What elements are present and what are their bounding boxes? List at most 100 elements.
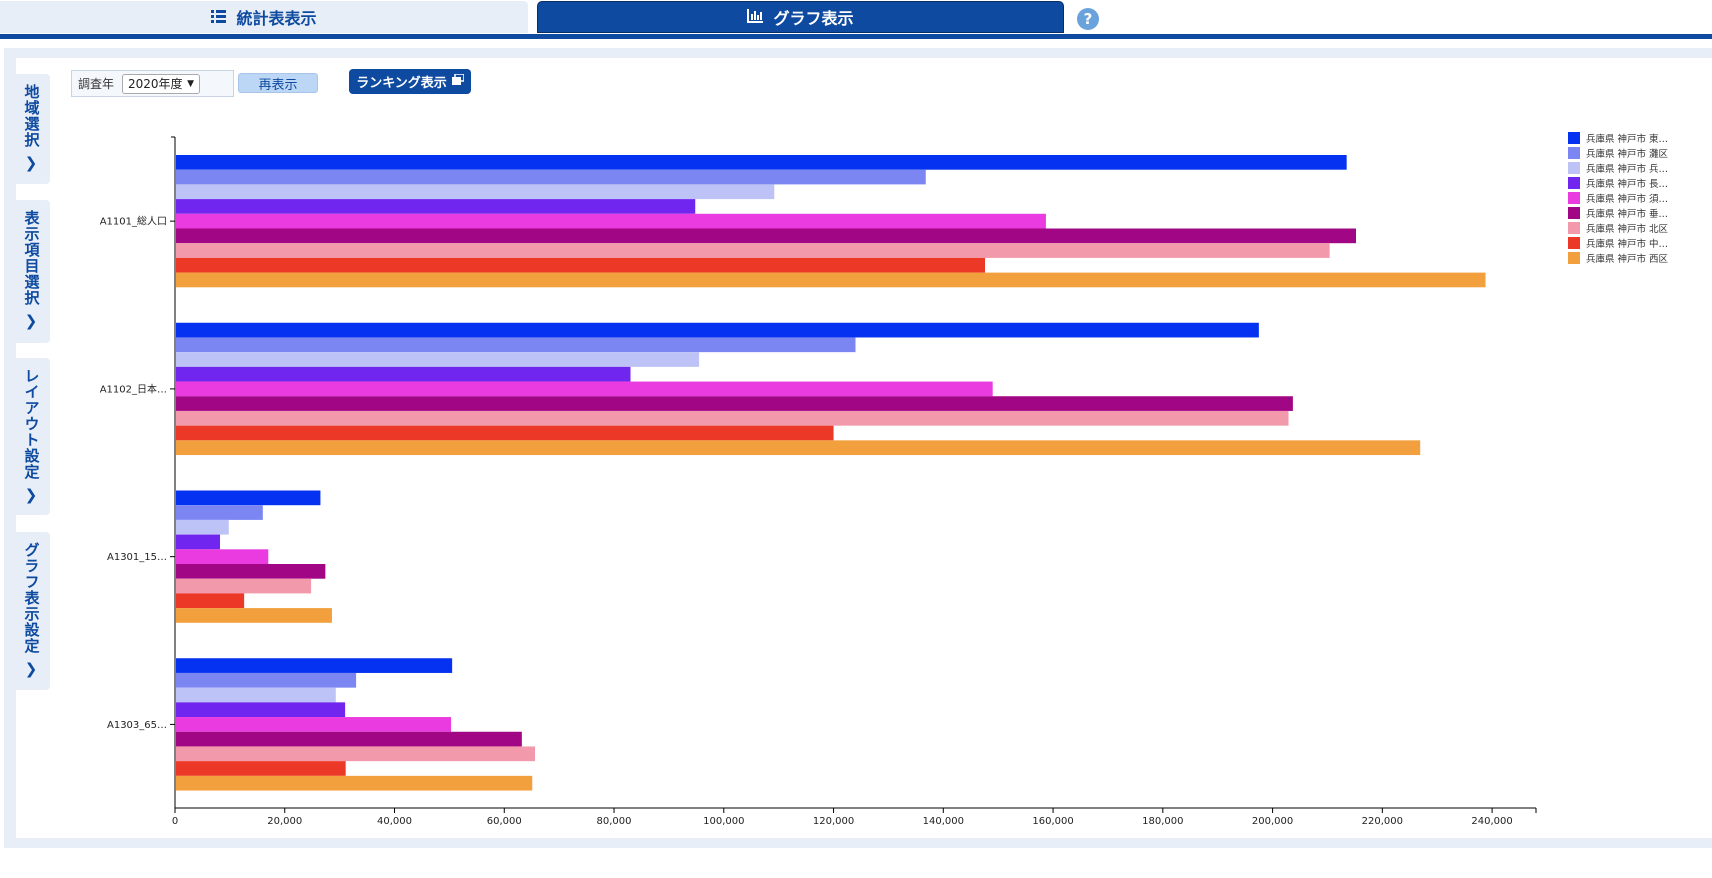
bar xyxy=(176,519,229,535)
legend-swatch xyxy=(1568,132,1580,144)
side-tab-graph-settings-label: グラフ表示設定 xyxy=(22,542,41,654)
x-tick-label: 0 xyxy=(172,816,178,827)
legend-label: 兵庫県 神戸市 須… xyxy=(1586,193,1668,205)
survey-year-select[interactable]: 2020年度 ▼ xyxy=(122,73,201,94)
x-tick-label: 180,000 xyxy=(1142,816,1183,827)
bar xyxy=(176,381,993,397)
chevron-right-icon: ❯ xyxy=(24,312,38,330)
bar xyxy=(176,410,1289,426)
survey-year-label: 調査年 xyxy=(78,77,115,91)
chevron-down-icon: ▼ xyxy=(187,78,195,89)
ranking-button[interactable]: ランキング表示 xyxy=(349,69,471,94)
bar-chart-icon xyxy=(747,8,764,27)
side-tab-graph-settings[interactable]: グラフ表示設定 ❯ xyxy=(12,532,50,690)
bar xyxy=(176,687,336,703)
category-label: A1102_日本… xyxy=(100,382,167,395)
bar xyxy=(176,746,536,762)
x-tick-label: 60,000 xyxy=(487,816,522,827)
bar xyxy=(176,717,452,732)
bar xyxy=(176,322,1259,338)
bar xyxy=(176,534,221,550)
legend-swatch xyxy=(1568,252,1580,264)
bar xyxy=(176,608,332,623)
x-tick-label: 220,000 xyxy=(1362,816,1403,827)
category-label: A1301_15… xyxy=(107,552,167,563)
legend-swatch xyxy=(1568,177,1580,189)
legend-swatch xyxy=(1568,162,1580,174)
side-tab-region-select-label: 地域選択 xyxy=(22,84,41,148)
tab-graph-label: グラフ表示 xyxy=(773,9,854,28)
chevron-right-icon: ❯ xyxy=(24,154,38,172)
tab-statistics-table[interactable]: 統計表表示 xyxy=(0,1,528,33)
legend-label: 兵庫県 神戸市 兵… xyxy=(1586,163,1668,175)
side-tab-item-select[interactable]: 表示項目選択 ❯ xyxy=(12,200,50,343)
bar xyxy=(176,396,1293,411)
x-tick-label: 160,000 xyxy=(1032,816,1073,827)
legend-label: 兵庫県 神戸市 長… xyxy=(1586,178,1668,190)
bar xyxy=(176,775,533,791)
bar xyxy=(176,272,1486,288)
bar xyxy=(176,549,269,564)
side-tab-layout-settings[interactable]: レイアウト設定 ❯ xyxy=(12,358,50,515)
tab-graph[interactable]: グラフ表示 xyxy=(537,1,1064,33)
bar xyxy=(176,243,1330,258)
bar xyxy=(176,213,1046,229)
bar xyxy=(176,425,834,441)
ranking-button-label: ランキング表示 xyxy=(356,76,447,91)
legend-swatch xyxy=(1568,207,1580,219)
bar xyxy=(176,352,700,367)
bar xyxy=(176,505,263,520)
bar xyxy=(176,702,346,718)
x-tick-label: 100,000 xyxy=(703,816,744,827)
list-icon xyxy=(211,8,227,27)
legend-label: 兵庫県 神戸市 西区 xyxy=(1586,253,1669,265)
bar xyxy=(176,257,986,273)
bar xyxy=(176,490,321,506)
bar xyxy=(176,337,856,353)
x-tick-label: 240,000 xyxy=(1471,816,1512,827)
bar xyxy=(176,672,357,688)
legend-label: 兵庫県 神戸市 北区 xyxy=(1586,223,1669,235)
legend-label: 兵庫県 神戸市 灘区 xyxy=(1586,148,1669,160)
x-tick-label: 200,000 xyxy=(1252,816,1293,827)
bar xyxy=(176,169,926,185)
x-tick-label: 80,000 xyxy=(597,816,632,827)
x-tick-label: 40,000 xyxy=(377,816,412,827)
bar xyxy=(176,366,631,382)
legend-swatch xyxy=(1568,237,1580,249)
bar xyxy=(176,658,453,673)
side-tab-region-select[interactable]: 地域選択 ❯ xyxy=(12,74,50,184)
category-label: A1303_65… xyxy=(107,720,167,731)
redisplay-button[interactable]: 再表示 xyxy=(238,73,318,93)
top-tabs: 統計表表示 グラフ表示 ? xyxy=(0,0,1712,40)
bar xyxy=(176,228,1356,244)
legend-label: 兵庫県 神戸市 垂… xyxy=(1586,208,1668,220)
bar xyxy=(176,440,1421,456)
tab-underline xyxy=(0,34,1712,39)
bar xyxy=(176,184,775,200)
x-tick-label: 140,000 xyxy=(923,816,964,827)
bar xyxy=(176,155,1347,170)
legend-label: 兵庫県 神戸市 東… xyxy=(1586,133,1668,145)
legend-swatch xyxy=(1568,222,1580,234)
legend-label: 兵庫県 神戸市 中… xyxy=(1586,238,1668,250)
tab-statistics-table-label: 統計表表示 xyxy=(236,9,317,28)
chevron-right-icon: ❯ xyxy=(24,486,38,504)
survey-year-box: 調査年 2020年度 ▼ xyxy=(71,70,234,97)
legend-swatch xyxy=(1568,192,1580,204)
side-tab-item-select-label: 表示項目選択 xyxy=(22,210,41,306)
category-label: A1101_総人口 xyxy=(100,215,167,228)
bar xyxy=(176,761,346,776)
side-tab-layout-settings-label: レイアウト設定 xyxy=(22,368,41,480)
bar xyxy=(176,578,312,594)
help-icon[interactable]: ? xyxy=(1077,8,1099,30)
legend-swatch xyxy=(1568,147,1580,159)
x-tick-label: 20,000 xyxy=(267,816,302,827)
bar xyxy=(176,593,245,609)
bar xyxy=(176,564,326,579)
bar xyxy=(176,731,522,747)
bar xyxy=(176,199,696,214)
x-tick-label: 120,000 xyxy=(813,816,854,827)
survey-year-value: 2020年度 xyxy=(128,77,183,91)
